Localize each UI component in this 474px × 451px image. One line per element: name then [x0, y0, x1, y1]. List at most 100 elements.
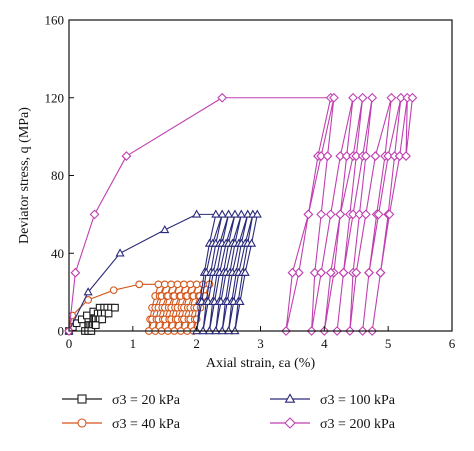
data-point	[160, 280, 169, 289]
data-point	[217, 92, 228, 103]
data-point	[364, 267, 374, 278]
ticks-layer: 0 1 2 3 4 5 6 0 40 80 120 160	[45, 13, 456, 352]
data-point	[180, 280, 188, 289]
data-point	[111, 303, 119, 312]
y-tick-label: 160	[45, 13, 65, 28]
data-point	[351, 151, 362, 161]
data-point	[401, 151, 411, 161]
legend-marker	[284, 417, 296, 429]
series-triangle	[64, 209, 262, 335]
data-point	[83, 287, 93, 296]
legend-item: σ3 = 40 kPa	[62, 417, 181, 432]
data-point	[91, 321, 100, 330]
data-point	[293, 267, 304, 278]
data-point	[322, 151, 333, 161]
data-point	[309, 267, 320, 278]
y-axis-title: Deviator stress, q (MPa)	[17, 107, 32, 244]
data-point	[246, 238, 257, 247]
data-point	[68, 311, 77, 320]
data-point	[335, 209, 346, 220]
data-point	[236, 209, 246, 218]
data-point	[375, 267, 386, 278]
data-point	[373, 209, 384, 220]
data-point	[354, 209, 365, 220]
legend-label: σ3 = 100 kPa	[320, 393, 396, 408]
data-point	[357, 92, 368, 103]
series-square	[65, 303, 119, 335]
data-point	[360, 151, 371, 161]
data-point	[121, 151, 132, 161]
x-tick-label: 3	[257, 336, 264, 351]
data-point	[348, 209, 358, 220]
data-point	[173, 280, 182, 289]
data-point	[83, 311, 91, 320]
y-tick-label: 120	[45, 90, 65, 105]
data-point	[396, 92, 406, 103]
legend-item: σ3 = 100 kPa	[270, 393, 396, 408]
data-point	[217, 209, 227, 218]
data-point	[192, 209, 202, 218]
legend-marker	[77, 418, 87, 428]
data-point	[224, 209, 234, 218]
plot-frame	[68, 19, 453, 332]
data-point	[167, 280, 175, 289]
legend-label: σ3 = 40 kPa	[112, 417, 181, 432]
data-point	[338, 267, 349, 278]
data-point	[316, 267, 327, 278]
y-tick-label: 80	[51, 168, 64, 183]
data-point	[394, 151, 405, 161]
legend-label: σ3 = 200 kPa	[320, 417, 396, 432]
data-point	[348, 92, 358, 103]
x-tick-label: 2	[193, 336, 200, 351]
data-point	[89, 209, 100, 220]
data-point	[384, 209, 395, 220]
y-tick-label: 40	[51, 246, 64, 261]
data-point	[115, 248, 125, 257]
data-point	[77, 315, 86, 324]
data-point	[186, 280, 195, 289]
series-circle	[65, 280, 214, 335]
legend-marker	[284, 393, 296, 403]
data-point	[386, 92, 397, 103]
data-point	[316, 209, 327, 220]
data-point	[303, 209, 314, 220]
series-layer	[64, 92, 418, 336]
data-point	[70, 267, 81, 278]
data-point	[235, 296, 245, 306]
data-point	[98, 315, 107, 324]
x-tick-label: 0	[66, 336, 73, 351]
data-point	[230, 209, 240, 218]
series-diamond	[64, 92, 418, 336]
series-line	[68, 283, 210, 332]
data-point	[341, 151, 352, 161]
data-point	[316, 151, 327, 161]
data-point	[370, 151, 381, 161]
x-axis-title: Axial strain, εa (%)	[206, 356, 316, 371]
data-point	[252, 209, 262, 218]
data-point	[335, 151, 346, 161]
data-point	[109, 286, 118, 295]
data-point	[329, 92, 339, 103]
legend-item: σ3 = 20 kPa	[62, 393, 181, 408]
data-point	[360, 209, 371, 220]
series-line	[68, 97, 413, 332]
data-point	[104, 309, 113, 318]
data-point	[407, 92, 418, 103]
data-point	[211, 209, 221, 218]
data-point	[367, 92, 378, 103]
x-tick-label: 4	[321, 336, 328, 351]
x-tick-label: 6	[449, 336, 456, 351]
data-point	[325, 267, 336, 278]
series-line	[68, 213, 258, 332]
data-point	[160, 225, 170, 234]
legend-item: σ3 = 200 kPa	[270, 417, 396, 432]
data-point	[287, 267, 298, 278]
data-point	[325, 209, 336, 220]
data-point	[135, 280, 144, 289]
x-tick-label: 1	[130, 336, 137, 351]
y-tick-label: 0	[58, 324, 65, 339]
legend: σ3 = 20 kPa σ3 = 40 kPa σ3 = 100 kPa σ3 = 2…	[62, 393, 396, 432]
data-point	[383, 151, 394, 161]
